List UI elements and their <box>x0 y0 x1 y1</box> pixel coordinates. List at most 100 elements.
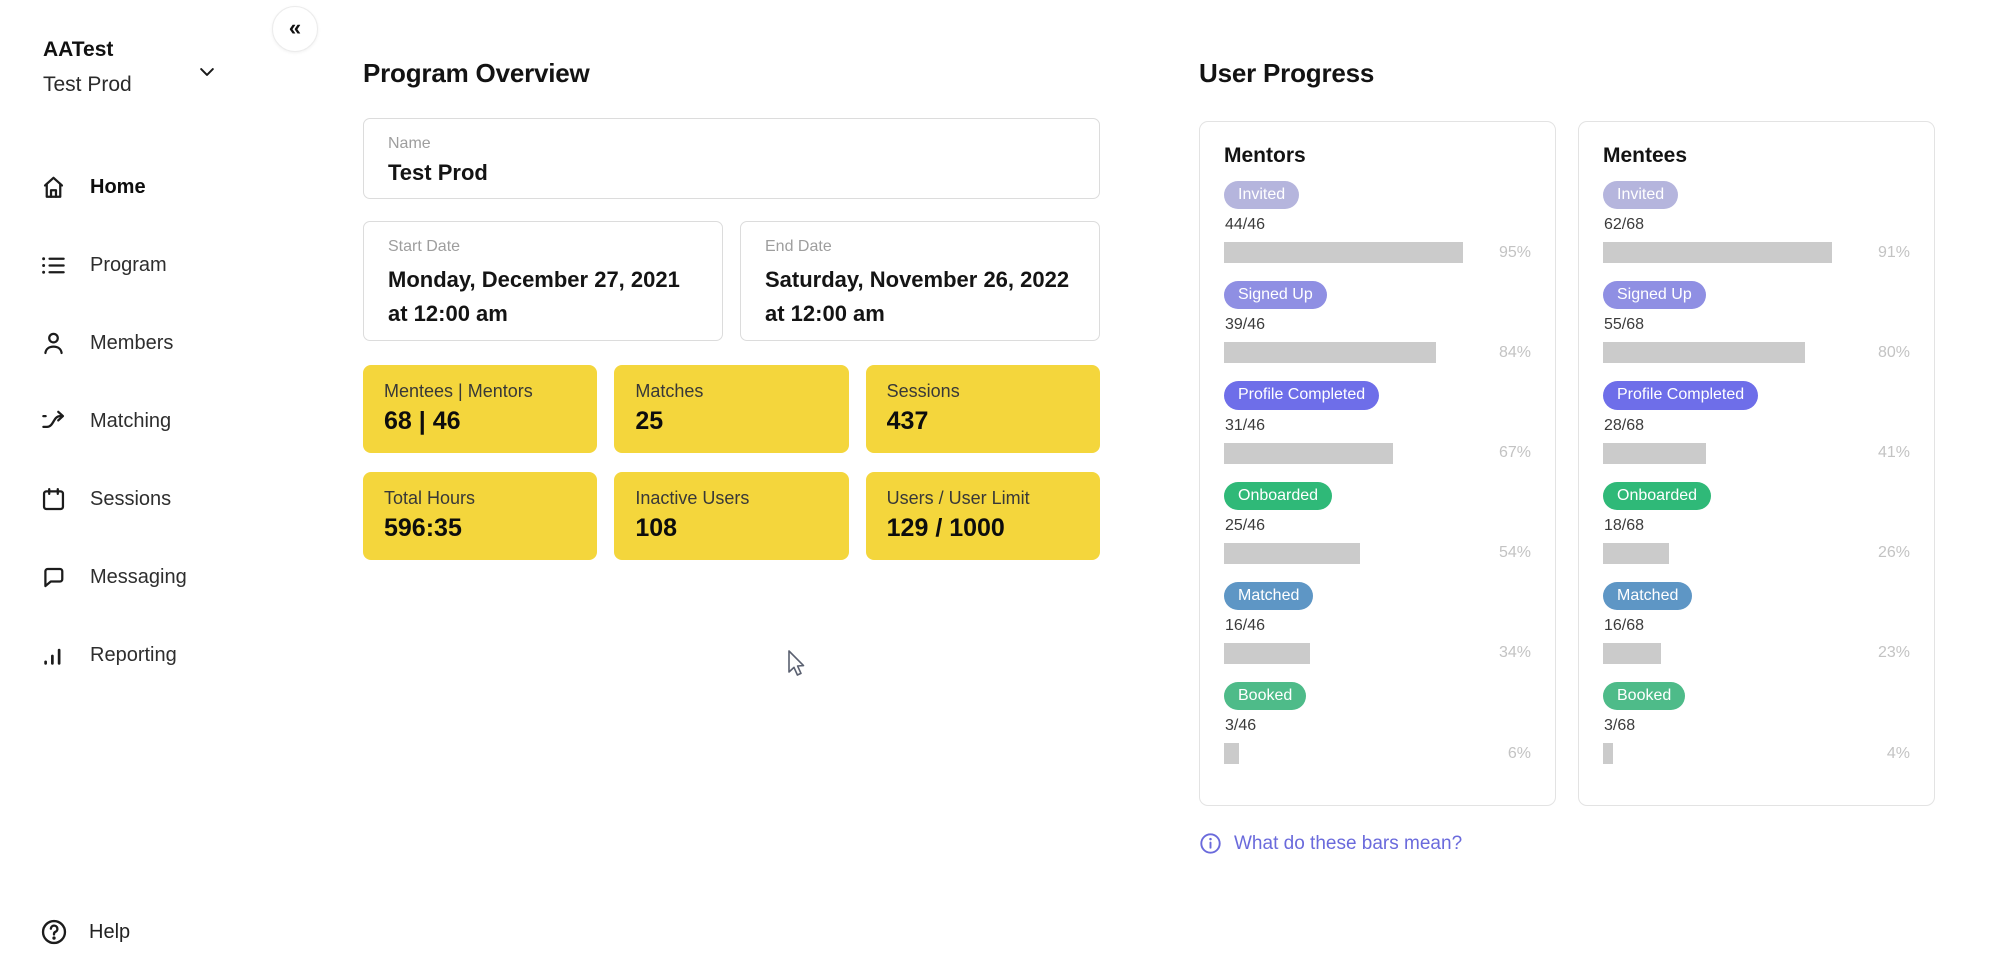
sidebar-item-home[interactable]: Home <box>0 148 280 226</box>
progress-stage-booked: Booked 3/46 6% <box>1224 681 1531 765</box>
mouse-cursor <box>783 648 809 680</box>
end-date-label: End Date <box>765 238 832 255</box>
stage-count: 44/46 <box>1225 216 1266 234</box>
progress-bar-fill <box>1603 342 1805 364</box>
progress-card-mentors: Mentors Invited 44/46 95% Signed Up 39/4… <box>1199 121 1556 806</box>
stage-percent: 80% <box>1877 343 1910 361</box>
progress-bar-fill <box>1224 542 1361 564</box>
stage-percent: 34% <box>1498 644 1531 662</box>
stat-card-matches: Matches 25 <box>614 365 849 453</box>
progress-bar: 67% <box>1224 442 1531 464</box>
sidebar: AATest Test Prod Home Program Members Ma… <box>0 0 280 968</box>
progress-stage-signed-up: Signed Up 39/46 84% <box>1224 281 1531 364</box>
progress-stage-matched: Matched 16/46 34% <box>1224 581 1531 664</box>
progress-stage-onboarded: Onboarded 25/46 54% <box>1224 481 1531 564</box>
stage-percent: 95% <box>1498 243 1531 261</box>
progress-bar-track <box>1224 342 1476 364</box>
org-program-switcher[interactable]: AATest Test Prod <box>43 38 253 97</box>
progress-bar-fill <box>1603 542 1669 564</box>
stage-count: 39/46 <box>1225 316 1266 334</box>
stage-list: Invited 44/46 95% Signed Up 39/46 84% Pr… <box>1224 181 1531 765</box>
list-icon <box>40 252 67 279</box>
progress-bar-track <box>1603 342 1855 364</box>
stage-badge: Matched <box>1603 581 1693 610</box>
user-progress-cards: Mentors Invited 44/46 95% Signed Up 39/4… <box>1199 121 1939 806</box>
stage-count: 31/46 <box>1225 416 1266 434</box>
progress-bar-fill <box>1603 642 1661 664</box>
progress-stage-profile-completed: Profile Completed 31/46 67% <box>1224 381 1531 464</box>
stage-percent: 6% <box>1507 744 1531 762</box>
stat-value: 596:35 <box>384 514 462 542</box>
sidebar-item-messaging[interactable]: Messaging <box>0 538 280 616</box>
end-date-field[interactable]: End Date Saturday, November 26, 2022 at … <box>740 221 1100 341</box>
calendar-icon <box>40 486 67 513</box>
progress-bar-track <box>1603 743 1855 765</box>
progress-bar-fill <box>1224 642 1310 664</box>
progress-bar-track <box>1224 642 1476 664</box>
stage-badge: Signed Up <box>1603 281 1706 310</box>
stage-badge: Booked <box>1603 681 1686 711</box>
bar-chart-icon <box>40 642 67 669</box>
stat-label: Total Hours <box>384 488 476 508</box>
progress-bar: 34% <box>1224 642 1531 664</box>
stage-badge: Booked <box>1224 681 1307 711</box>
sidebar-collapse-button[interactable]: « <box>272 6 318 52</box>
progress-bar-fill <box>1603 242 1833 264</box>
stage-badge: Onboarded <box>1603 481 1712 510</box>
stat-label: Inactive Users <box>635 488 750 508</box>
progress-bar: 23% <box>1603 642 1910 664</box>
stage-count: 62/68 <box>1604 216 1645 234</box>
progress-card-title: Mentees <box>1603 144 1688 167</box>
progress-bar: 26% <box>1603 542 1910 564</box>
progress-bar-fill <box>1224 743 1240 765</box>
org-name: AATest <box>43 38 114 61</box>
stat-card-users-user-limit: Users / User Limit 129 / 1000 <box>865 472 1100 560</box>
progress-bar: 91% <box>1603 242 1910 264</box>
stage-count: 16/68 <box>1604 616 1645 634</box>
sidebar-item-label: Messaging <box>90 565 187 588</box>
sidebar-item-label: Members <box>90 331 174 354</box>
stat-label: Matches <box>635 381 704 401</box>
progress-bar-fill <box>1224 242 1464 264</box>
progress-bar-track <box>1224 743 1476 765</box>
program-name-field[interactable]: Name Test Prod <box>363 118 1100 199</box>
stat-card-total-hours: Total Hours 596:35 <box>363 472 598 560</box>
start-date-field[interactable]: Start Date Monday, December 27, 2021 at … <box>363 221 723 341</box>
stage-percent: 54% <box>1498 544 1531 562</box>
sidebar-item-help[interactable]: Help <box>40 918 130 946</box>
sidebar-item-program[interactable]: Program <box>0 226 280 304</box>
stat-label: Mentees | Mentors <box>384 381 533 401</box>
sidebar-item-label: Home <box>90 175 146 198</box>
progress-bar-fill <box>1224 342 1436 364</box>
stage-badge: Invited <box>1224 181 1300 210</box>
sidebar-item-label: Program <box>90 253 167 276</box>
stage-list: Invited 62/68 91% Signed Up 55/68 80% Pr… <box>1603 181 1910 765</box>
stage-percent: 84% <box>1498 343 1531 361</box>
sidebar-item-members[interactable]: Members <box>0 304 280 382</box>
progress-card-title: Mentors <box>1224 144 1306 167</box>
progress-bar-track <box>1603 242 1855 264</box>
stage-percent: 41% <box>1877 444 1910 462</box>
bars-explainer-link[interactable]: What do these bars mean? <box>1199 832 1939 855</box>
stat-label: Sessions <box>886 381 960 401</box>
stage-count: 16/46 <box>1225 616 1266 634</box>
stage-badge: Signed Up <box>1224 281 1327 310</box>
progress-bar-track <box>1224 242 1476 264</box>
program-overview-section: Program Overview Name Test Prod Start Da… <box>363 58 1100 560</box>
name-field-label: Name <box>388 135 431 152</box>
sidebar-item-matching[interactable]: Matching <box>0 382 280 460</box>
sidebar-item-label: Reporting <box>90 643 177 666</box>
sidebar-item-sessions[interactable]: Sessions <box>0 460 280 538</box>
progress-bar-track <box>1603 542 1855 564</box>
stage-count: 3/46 <box>1225 717 1257 735</box>
progress-bar: 80% <box>1603 342 1910 364</box>
progress-bar: 4% <box>1603 743 1910 765</box>
stat-value: 108 <box>635 514 678 542</box>
start-date-label: Start Date <box>388 238 461 255</box>
program-name: Test Prod <box>43 73 132 96</box>
name-field-value: Test Prod <box>388 160 488 185</box>
help-label: Help <box>89 920 131 943</box>
stat-card-sessions: Sessions 437 <box>865 365 1100 453</box>
progress-card-mentees: Mentees Invited 62/68 91% Signed Up 55/6… <box>1578 121 1935 806</box>
sidebar-item-reporting[interactable]: Reporting <box>0 616 280 694</box>
